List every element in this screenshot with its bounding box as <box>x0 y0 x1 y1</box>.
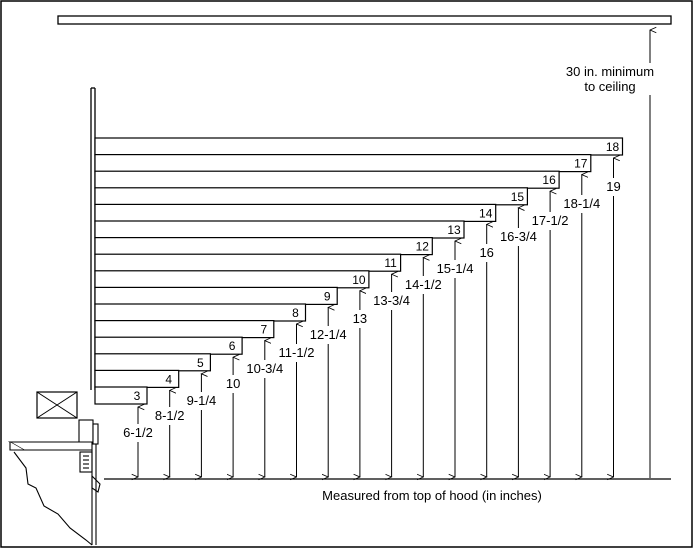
step-number-label: 18 <box>606 140 620 154</box>
height-label: 10 <box>226 376 240 391</box>
height-label-bg <box>468 246 505 260</box>
height-label: 14-1/2 <box>405 277 442 292</box>
step-number-label: 9 <box>324 289 331 303</box>
height-label: 6-1/2 <box>123 425 153 440</box>
step-number-label: 3 <box>134 389 141 403</box>
step-number-label: 8 <box>292 306 299 320</box>
height-label-bg <box>151 409 188 423</box>
height-label: 13 <box>353 311 367 326</box>
step-block <box>94 170 560 189</box>
height-label-bg <box>341 312 378 326</box>
height-label: 18-1/4 <box>563 196 600 211</box>
step-number-label: 14 <box>479 206 493 220</box>
step-number-label: 5 <box>197 356 204 370</box>
ceiling-note-bg <box>556 63 660 95</box>
height-label-bg <box>183 394 220 408</box>
step-group: 3 6-1/2 4 8-1/2 5 9-1/4 6 10 7 10-3/4 8 11-1/2 9 12-1… <box>94 137 632 477</box>
ceiling-note-line2: to ceiling <box>584 79 635 94</box>
step-block <box>94 253 402 272</box>
step-number-label: 10 <box>352 273 366 287</box>
ceiling-bar <box>57 15 672 25</box>
step-number-label: 13 <box>447 223 461 237</box>
step-number-label: 4 <box>165 372 172 386</box>
measure-caption: Measured from top of hood (in inches) <box>322 488 542 503</box>
height-label: 19 <box>606 179 620 194</box>
height-label-bg <box>595 180 632 194</box>
step-block <box>94 237 433 256</box>
step-block <box>94 353 212 372</box>
step-number-label: 15 <box>511 190 525 204</box>
height-label: 11-1/2 <box>279 345 315 360</box>
step-block <box>94 203 497 222</box>
height-label: 9-1/4 <box>187 393 217 408</box>
step-block <box>94 286 338 305</box>
height-label: 16 <box>479 245 493 260</box>
height-label: 10-3/4 <box>246 361 283 376</box>
step-number-label: 17 <box>574 157 588 171</box>
step-number-label: 16 <box>542 173 556 187</box>
hood-bracket-detail <box>7 419 101 546</box>
step-block <box>94 154 592 173</box>
height-label: 8-1/2 <box>155 408 185 423</box>
step-block <box>94 220 465 239</box>
step-number-label: 7 <box>260 323 267 337</box>
step-block <box>94 137 624 156</box>
height-label: 17-1/2 <box>532 213 569 228</box>
height-label-bg <box>563 197 600 211</box>
height-label: 15-1/4 <box>437 261 474 276</box>
crossed-box-icon <box>36 391 78 419</box>
step-number-label: 11 <box>384 256 397 270</box>
height-label-bg <box>120 426 156 440</box>
height-label-bg <box>437 262 473 276</box>
height-label-bg <box>373 294 410 308</box>
height-label-bg <box>310 328 347 342</box>
step-number-label: 6 <box>229 339 236 353</box>
height-label-bg <box>532 214 569 228</box>
ceiling-note-line1: 30 in. minimum <box>566 64 654 79</box>
height-label-bg <box>215 377 252 391</box>
height-label-bg <box>405 278 442 292</box>
height-label: 12-1/4 <box>310 327 347 342</box>
step-block <box>94 336 243 355</box>
step-block <box>94 320 275 339</box>
step-block <box>94 386 148 405</box>
height-label-bg <box>246 362 283 376</box>
height-label-bg <box>278 346 315 360</box>
step-block <box>94 187 528 206</box>
height-label-bg <box>500 230 537 244</box>
step-number-label: 12 <box>416 240 430 254</box>
step-block <box>94 270 370 289</box>
height-label: 16-3/4 <box>500 229 537 244</box>
step-block <box>94 303 307 322</box>
height-label: 13-3/4 <box>373 293 410 308</box>
